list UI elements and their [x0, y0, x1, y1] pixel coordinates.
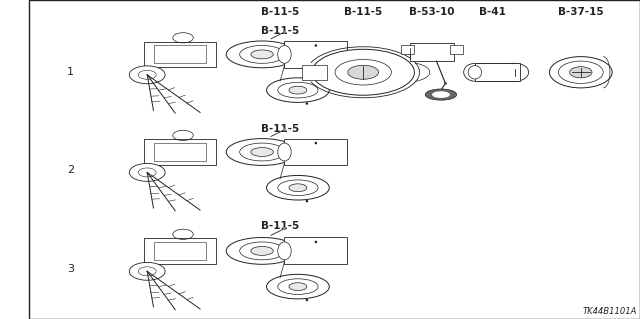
Ellipse shape	[227, 237, 298, 264]
Ellipse shape	[306, 200, 308, 202]
Ellipse shape	[444, 82, 447, 85]
Ellipse shape	[314, 44, 317, 47]
Text: B-11-5: B-11-5	[261, 124, 299, 134]
Text: 3: 3	[67, 264, 74, 274]
Bar	[154, 45, 205, 63]
Text: B-53-10: B-53-10	[409, 7, 455, 17]
Ellipse shape	[278, 143, 291, 161]
Text: TK44B1101A: TK44B1101A	[582, 308, 637, 316]
Bar	[154, 242, 205, 260]
Text: B-11-5: B-11-5	[344, 7, 382, 17]
Ellipse shape	[306, 299, 308, 301]
Bar	[144, 139, 216, 165]
Ellipse shape	[283, 128, 286, 131]
Bar	[475, 63, 520, 81]
Ellipse shape	[314, 142, 317, 144]
Ellipse shape	[251, 147, 273, 156]
Text: B-11-5: B-11-5	[261, 26, 299, 36]
Ellipse shape	[425, 89, 457, 100]
Bar	[285, 138, 347, 165]
Bar	[302, 64, 328, 80]
Ellipse shape	[278, 242, 291, 260]
Ellipse shape	[227, 138, 298, 165]
Ellipse shape	[283, 30, 286, 34]
Ellipse shape	[227, 41, 298, 68]
Ellipse shape	[251, 50, 273, 59]
Ellipse shape	[266, 274, 330, 299]
Ellipse shape	[129, 164, 165, 181]
Text: B-37-15: B-37-15	[558, 7, 604, 17]
Ellipse shape	[251, 247, 273, 255]
Ellipse shape	[289, 86, 307, 94]
Ellipse shape	[549, 56, 612, 88]
Bar	[410, 43, 454, 61]
Ellipse shape	[266, 175, 330, 200]
Bar	[285, 237, 347, 264]
Bar	[285, 41, 347, 68]
Bar	[154, 143, 205, 161]
Bar	[144, 238, 216, 263]
Ellipse shape	[289, 184, 307, 192]
Bar	[450, 45, 463, 54]
Ellipse shape	[289, 283, 307, 291]
Ellipse shape	[312, 49, 415, 95]
Ellipse shape	[348, 65, 379, 79]
Text: B-11-5: B-11-5	[261, 7, 299, 17]
Ellipse shape	[129, 66, 165, 84]
Text: B-41: B-41	[479, 7, 506, 17]
Text: B-11-5: B-11-5	[261, 221, 299, 232]
Ellipse shape	[314, 241, 317, 243]
Ellipse shape	[502, 63, 529, 81]
Text: 1: 1	[67, 67, 74, 77]
Ellipse shape	[432, 91, 450, 98]
Ellipse shape	[266, 78, 330, 102]
Ellipse shape	[278, 45, 291, 63]
Bar	[401, 45, 414, 54]
Ellipse shape	[570, 67, 592, 78]
Ellipse shape	[129, 262, 165, 280]
Ellipse shape	[283, 227, 286, 230]
Ellipse shape	[468, 65, 482, 79]
Text: 2: 2	[67, 165, 74, 175]
Bar	[144, 41, 216, 67]
Ellipse shape	[306, 102, 308, 105]
